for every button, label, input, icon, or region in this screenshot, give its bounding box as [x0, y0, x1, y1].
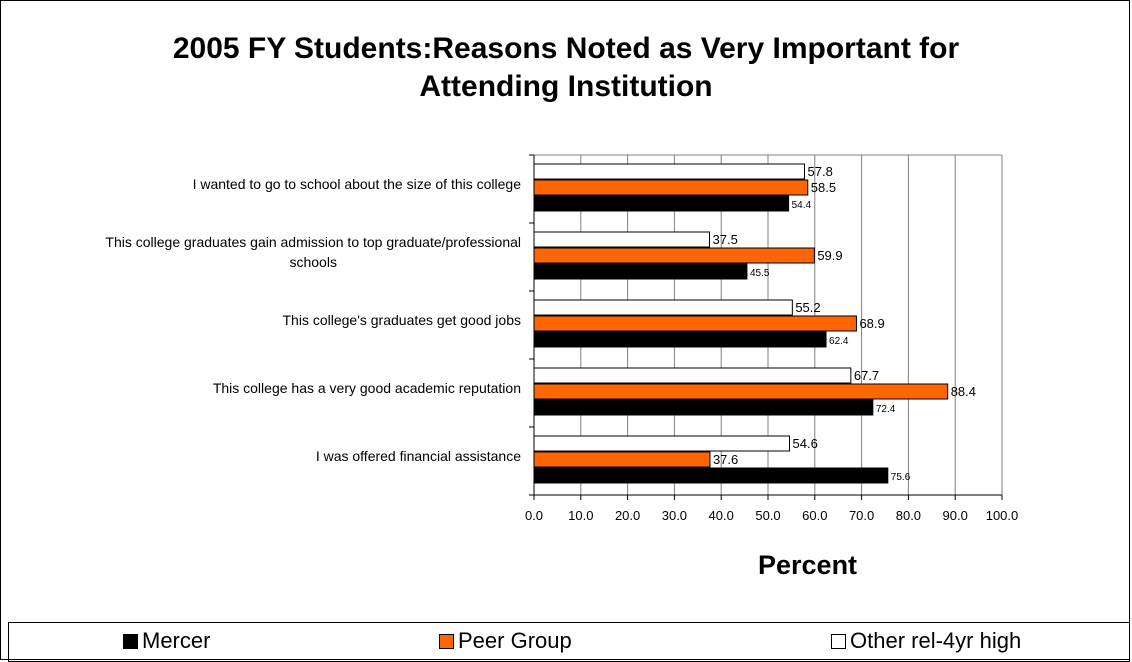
- bar: [533, 467, 889, 484]
- category-label-line: schools: [289, 254, 337, 270]
- legend-item-mercer: Mercer: [123, 629, 210, 653]
- legend-item-other: Other rel-4yr high: [831, 629, 1021, 653]
- data-label: 75.6: [891, 472, 911, 483]
- bar: [533, 399, 874, 416]
- bar: [533, 231, 710, 248]
- x-tick-label: 0.0: [525, 508, 543, 523]
- chart-title-line-1: 2005 FY Students:Reasons Noted as Very I…: [172, 32, 960, 65]
- category-label: This college graduates gain admission to…: [105, 232, 521, 272]
- legend-label-peer-group: Peer Group: [458, 628, 572, 653]
- legend-label-mercer: Mercer: [142, 628, 211, 653]
- data-label: 58.5: [811, 180, 836, 195]
- data-label: 37.5: [713, 232, 738, 247]
- x-tick-label: 80.0: [896, 508, 921, 523]
- legend-swatch-mercer: [123, 634, 138, 649]
- data-label: 62.4: [829, 336, 849, 347]
- data-label: 67.7: [854, 368, 879, 383]
- chart-title-line-2: Attending Institution: [419, 70, 713, 103]
- legend-swatch-peer-group: [439, 634, 454, 649]
- bar: [533, 451, 711, 468]
- category-label-line: I was offered financial assistance: [315, 448, 521, 464]
- data-label: 88.4: [951, 384, 976, 399]
- x-tick-label: 100.0: [986, 508, 1019, 523]
- data-label: 45.5: [750, 268, 770, 279]
- data-label: 57.8: [808, 164, 833, 179]
- x-tick-label: 20.0: [615, 508, 640, 523]
- x-tick-label: 40.0: [709, 508, 734, 523]
- data-label: 54.6: [793, 436, 818, 451]
- data-label: 55.2: [795, 300, 820, 315]
- category-label: I wanted to go to school about the size …: [193, 174, 521, 194]
- bar: [533, 247, 815, 264]
- data-label: 68.9: [859, 316, 884, 331]
- category-label-line: I wanted to go to school about the size …: [192, 176, 521, 192]
- category-label: This college's graduates get good jobs: [283, 310, 522, 330]
- bar: [533, 263, 748, 280]
- category-label: This college has a very good academic re…: [213, 378, 521, 398]
- bar: [533, 315, 857, 332]
- category-label-line: This college has a very good academic re…: [212, 380, 521, 396]
- category-label-line: This college's graduates get good jobs: [282, 312, 522, 328]
- x-tick-label: 50.0: [755, 508, 780, 523]
- data-label: 54.4: [792, 200, 812, 211]
- x-tick-label: 30.0: [662, 508, 687, 523]
- data-label: 37.6: [713, 452, 738, 467]
- data-label: 72.4: [876, 404, 896, 415]
- category-label-line: This college graduates gain admission to…: [105, 234, 521, 250]
- bar: [533, 367, 852, 384]
- bar: [533, 163, 806, 180]
- data-label: 59.9: [817, 248, 842, 263]
- bar: [533, 435, 791, 452]
- x-tick-label: 10.0: [568, 508, 593, 523]
- x-tick-label: 60.0: [802, 508, 827, 523]
- bar: [533, 331, 827, 348]
- bar: [533, 195, 790, 212]
- category-label: I was offered financial assistance: [316, 446, 521, 466]
- x-tick-label: 90.0: [943, 508, 968, 523]
- bar: [533, 299, 793, 316]
- legend-swatch-other: [831, 634, 846, 649]
- legend: Mercer Peer Group Other rel-4yr high: [8, 622, 1130, 662]
- bar: [533, 383, 949, 400]
- legend-label-other: Other rel-4yr high: [850, 628, 1022, 653]
- x-axis-title: Percent: [758, 550, 858, 580]
- chart-title: 2005 FY Students:Reasons Noted as Very I…: [0, 30, 1132, 106]
- bar: [533, 179, 809, 196]
- legend-item-peer-group: Peer Group: [439, 629, 572, 653]
- x-tick-label: 70.0: [849, 508, 874, 523]
